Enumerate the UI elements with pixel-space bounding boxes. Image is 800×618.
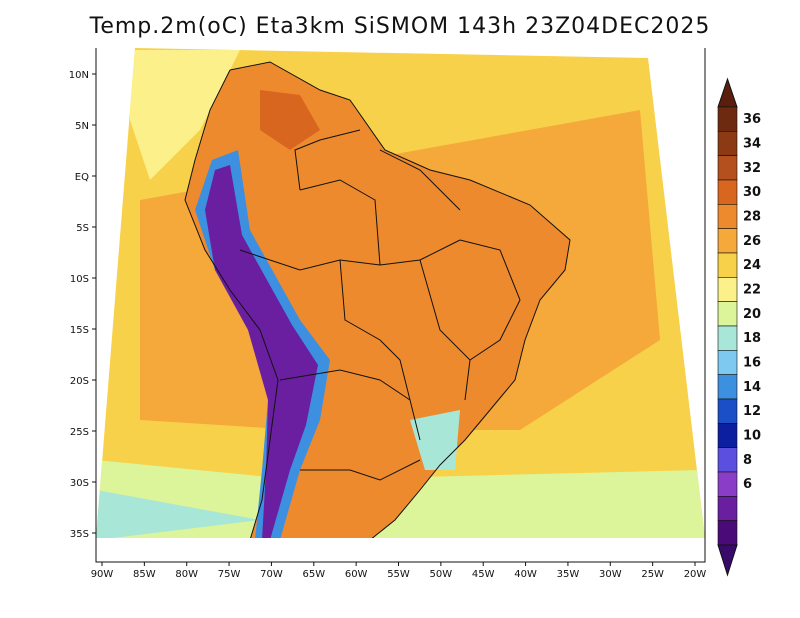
- colorbar-segment: [717, 204, 738, 229]
- border-line: [279, 369, 421, 441]
- colorbar-label: 30: [743, 185, 761, 200]
- colorbar: 36 34 32 30 28 26 24 22 20 18 16 14 12 10 8 6: [717, 77, 761, 577]
- hot-interior: [260, 90, 320, 150]
- colorbar-segment: [717, 520, 738, 546]
- border-line: [339, 259, 411, 401]
- lat-axis: 10N 5N EQ 5S 10S 15S 20S 25S 30S 35S: [69, 70, 96, 540]
- colorbar-label: 6: [743, 477, 752, 492]
- political-borders: [184, 61, 571, 538]
- colorbar-segment: [717, 252, 738, 278]
- border-line: [294, 129, 361, 191]
- colorbar-label: 22: [743, 283, 761, 298]
- lon-label: 65W: [302, 569, 325, 580]
- ocean-cold-zone: [96, 490, 260, 538]
- colorbar-segment: [717, 301, 738, 327]
- lon-label: 40W: [514, 569, 537, 580]
- border-line: [419, 259, 471, 401]
- colorbar-segment: [717, 398, 738, 424]
- andes-cold: [205, 165, 318, 538]
- lon-label: 90W: [91, 569, 114, 580]
- colorbar-label: 36: [743, 112, 761, 127]
- lon-label: 20W: [684, 569, 707, 580]
- lon-label: 35W: [557, 569, 580, 580]
- lat-label: 5N: [75, 121, 89, 132]
- map-title: Temp.2m(oC) Eta3km SiSMOM 143h 23Z04DEC2…: [89, 14, 711, 39]
- colorbar-segment: [717, 228, 738, 254]
- colorbar-segment: [717, 131, 738, 156]
- lat-label: 10N: [69, 70, 89, 81]
- colorbar-segment: [717, 447, 738, 473]
- colorbar-segment: [717, 423, 738, 448]
- lon-label: 85W: [133, 569, 156, 580]
- lon-label: 25W: [641, 569, 664, 580]
- lat-label: 5S: [76, 223, 89, 234]
- ocean-cool-zone: [130, 50, 240, 180]
- lon-label: 50W: [430, 569, 453, 580]
- border-line: [299, 179, 381, 266]
- colorbar-segment: [717, 179, 738, 205]
- colorbar-segment: [717, 471, 738, 497]
- colorbar-bottom-arrow: [717, 544, 738, 577]
- lat-label: 20S: [70, 376, 89, 387]
- coastline: [229, 61, 571, 538]
- colorbar-label: 8: [743, 453, 752, 468]
- colorbar-segment: [717, 374, 738, 400]
- colorbar-segment: [717, 106, 738, 132]
- colorbar-label: 12: [743, 404, 761, 419]
- coastline: [184, 69, 279, 538]
- colorbar-segment: [717, 325, 738, 351]
- southeast-cool: [410, 410, 460, 470]
- lat-label: 10S: [70, 274, 89, 285]
- colorbar-segment: [717, 155, 738, 181]
- border-line: [300, 459, 421, 481]
- colorbar-segment: [717, 496, 738, 521]
- colorbar-top-arrow: [717, 77, 738, 108]
- colorbar-label: 28: [743, 210, 761, 225]
- colorbar-label: 26: [743, 234, 761, 249]
- colorbar-label: 24: [743, 258, 761, 273]
- colorbar-label: 20: [743, 307, 761, 322]
- map-domain: [96, 48, 705, 538]
- lon-label: 60W: [345, 569, 368, 580]
- colorbar-label: 16: [743, 356, 761, 371]
- lon-label: 45W: [472, 569, 495, 580]
- lat-label: 25S: [70, 427, 89, 438]
- lat-label: EQ: [75, 172, 89, 183]
- colorbar-label: 14: [743, 380, 761, 395]
- colorbar-label: 10: [743, 429, 761, 444]
- lon-label: 70W: [260, 569, 283, 580]
- map-frame: [95, 48, 706, 563]
- lon-label: 80W: [175, 569, 198, 580]
- colorbar-segment: [717, 277, 738, 302]
- border-line: [379, 149, 461, 211]
- colorbar-label: 18: [743, 331, 761, 346]
- lat-label: 30S: [70, 478, 89, 489]
- lon-axis: 90W 85W 80W 75W 70W 65W 60W 55W 50W 45W 40W 35W 30W 2…: [91, 562, 707, 580]
- border-line: [459, 239, 521, 361]
- lon-label: 55W: [387, 569, 410, 580]
- lat-label: 35S: [70, 529, 89, 540]
- lon-label: 75W: [218, 569, 241, 580]
- lat-label: 15S: [70, 325, 89, 336]
- colorbar-segment: [717, 350, 738, 375]
- lon-label: 30W: [599, 569, 622, 580]
- colorbar-label: 32: [743, 161, 761, 176]
- colorbar-label: 34: [743, 137, 761, 152]
- border-line: [239, 239, 461, 271]
